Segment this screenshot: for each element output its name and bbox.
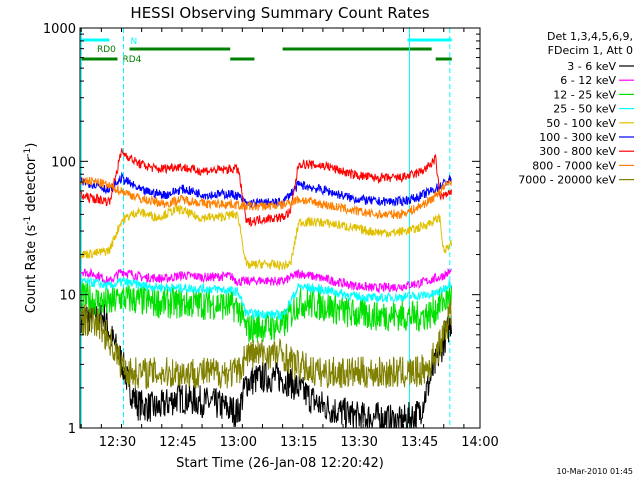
y-axis-label: Count Rate (s-1 detector-1) xyxy=(23,143,39,314)
legend: Det 1,3,4,5,6,9,FDecim 1, Att 0 3 - 6 keV… xyxy=(518,30,634,187)
flag-label: RD0 xyxy=(97,45,116,55)
x-axis-ticks: 12:30 12:45 13:00 13:15 13:30 13:45 14:00 xyxy=(80,28,499,450)
observing-flags: N RD0 RD4 xyxy=(81,37,452,65)
flag-label: N xyxy=(131,37,138,47)
plot-frame xyxy=(79,27,481,429)
x-tick-label: 12:30 xyxy=(99,435,136,450)
legend-entry: 100 - 300 keV xyxy=(539,131,616,144)
x-axis-label: Start Time (26-Jan-08 12:20:42) xyxy=(176,456,384,471)
series-line xyxy=(80,176,452,220)
legend-header: Det 1,3,4,5,6,9, xyxy=(547,30,633,43)
event-markers xyxy=(80,28,451,428)
legend-entry: 12 - 25 keV xyxy=(553,88,616,101)
series-line xyxy=(80,298,452,391)
series-line xyxy=(80,171,452,209)
y-tick-label: 10 xyxy=(59,289,76,304)
y-tick-label: 1 xyxy=(68,422,76,437)
x-tick-label: 13:45 xyxy=(401,435,438,450)
series-line xyxy=(80,148,452,227)
legend-entry: 6 - 12 keV xyxy=(560,74,616,87)
y-tick-label: 100 xyxy=(51,155,76,170)
x-tick-label: 13:30 xyxy=(340,435,377,450)
legend-entry: 7000 - 20000 keV xyxy=(518,174,616,187)
series-line xyxy=(80,267,452,294)
legend-header: FDecim 1, Att 0 xyxy=(548,44,633,57)
chart-title: HESSI Observing Summary Count Rates xyxy=(130,4,429,22)
x-tick-label: 13:00 xyxy=(220,435,257,450)
flag-label: RD4 xyxy=(123,55,142,65)
y-tick-label: 1000 xyxy=(43,22,76,37)
series-line xyxy=(80,282,452,344)
legend-entry: 300 - 800 keV xyxy=(539,145,616,158)
x-tick-label: 14:00 xyxy=(461,435,498,450)
series-line xyxy=(80,276,452,321)
legend-entry: 25 - 50 keV xyxy=(553,103,616,116)
series-line xyxy=(80,204,452,271)
legend-entry: 50 - 100 keV xyxy=(546,117,616,130)
legend-entry: 3 - 6 keV xyxy=(567,60,616,73)
series-layer xyxy=(80,148,452,429)
x-tick-label: 13:15 xyxy=(280,435,317,450)
x-tick-label: 12:45 xyxy=(159,435,196,450)
y-axis-ticks: 1 10 100 1000 xyxy=(43,22,480,437)
footer-date: 10-Mar-2010 01:45 xyxy=(557,467,634,476)
legend-entry: 800 - 7000 keV xyxy=(532,159,616,172)
